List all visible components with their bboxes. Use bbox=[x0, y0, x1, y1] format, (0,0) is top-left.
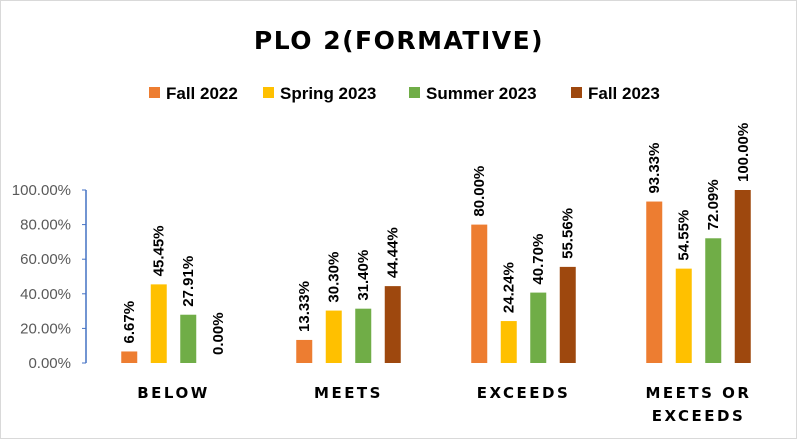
bar bbox=[559, 266, 576, 363]
legend-label: Fall 2022 bbox=[166, 84, 238, 103]
data-label: 30.30% bbox=[326, 252, 343, 303]
legend-swatch bbox=[263, 87, 274, 98]
bar bbox=[325, 310, 342, 363]
x-category-label: EXCEEDS bbox=[652, 407, 746, 425]
data-label: 27.91% bbox=[180, 256, 197, 307]
legend-label: Summer 2023 bbox=[426, 84, 537, 103]
bar bbox=[705, 238, 722, 363]
data-label: 100.00% bbox=[735, 123, 752, 182]
data-label: 13.33% bbox=[296, 281, 313, 332]
data-label: 40.70% bbox=[530, 234, 547, 285]
bars bbox=[121, 190, 751, 363]
x-axis: BELOW MEETS EXCEEDS MEETS OR EXCEEDS bbox=[137, 384, 752, 425]
data-label: 24.24% bbox=[501, 262, 518, 313]
bar bbox=[180, 314, 197, 363]
data-labels: 6.67% 45.45% 27.91% 0.00% 13.33% 30.30% 31.40%… bbox=[121, 123, 752, 355]
legend-label: Fall 2023 bbox=[588, 84, 660, 103]
bar bbox=[471, 224, 488, 363]
legend-item: Spring 2023 bbox=[263, 84, 376, 103]
y-tick-label: 40.00% bbox=[20, 286, 71, 303]
y-tick-label: 60.00% bbox=[20, 251, 71, 268]
legend-label: Spring 2023 bbox=[280, 84, 376, 103]
legend-swatch bbox=[409, 87, 420, 98]
data-label: 0.00% bbox=[210, 312, 227, 355]
data-label: 80.00% bbox=[471, 166, 488, 217]
y-tick-label: 0.00% bbox=[28, 355, 71, 372]
data-label: 93.33% bbox=[646, 143, 663, 194]
y-axis: 0.00% 20.00% 40.00% 60.00% 80.00% 100.00% bbox=[12, 182, 87, 372]
bar bbox=[384, 286, 401, 363]
bar bbox=[355, 308, 372, 363]
data-label: 44.44% bbox=[385, 227, 402, 278]
data-label: 72.09% bbox=[705, 179, 722, 230]
legend-item: Summer 2023 bbox=[409, 84, 537, 103]
y-tick-label: 80.00% bbox=[20, 217, 71, 234]
data-label: 45.45% bbox=[151, 225, 168, 276]
bar bbox=[121, 351, 138, 363]
data-label: 55.56% bbox=[560, 208, 577, 259]
chart-title: PLO 2(FORMATIVE) bbox=[254, 26, 544, 55]
bar bbox=[296, 339, 313, 363]
bar bbox=[150, 284, 167, 363]
bar bbox=[646, 201, 663, 363]
bar bbox=[734, 190, 751, 363]
legend-swatch bbox=[571, 87, 582, 98]
y-tick-label: 20.00% bbox=[20, 320, 71, 337]
bar bbox=[530, 292, 547, 363]
data-label: 6.67% bbox=[121, 301, 138, 344]
data-label: 31.40% bbox=[355, 250, 372, 301]
legend: Fall 2022 Spring 2023 Summer 2023 Fall 2023 bbox=[149, 84, 660, 103]
x-category-label: BELOW bbox=[137, 384, 210, 402]
legend-swatch bbox=[149, 87, 160, 98]
x-category-label: MEETS bbox=[314, 384, 383, 402]
data-label: 54.55% bbox=[676, 210, 693, 261]
legend-item: Fall 2022 bbox=[149, 84, 238, 103]
legend-item: Fall 2023 bbox=[571, 84, 660, 103]
bar bbox=[500, 321, 517, 363]
x-category-label: EXCEEDS bbox=[477, 384, 571, 402]
x-category-label: MEETS OR bbox=[646, 384, 752, 402]
y-tick-label: 100.00% bbox=[12, 182, 71, 199]
bar bbox=[675, 268, 692, 363]
